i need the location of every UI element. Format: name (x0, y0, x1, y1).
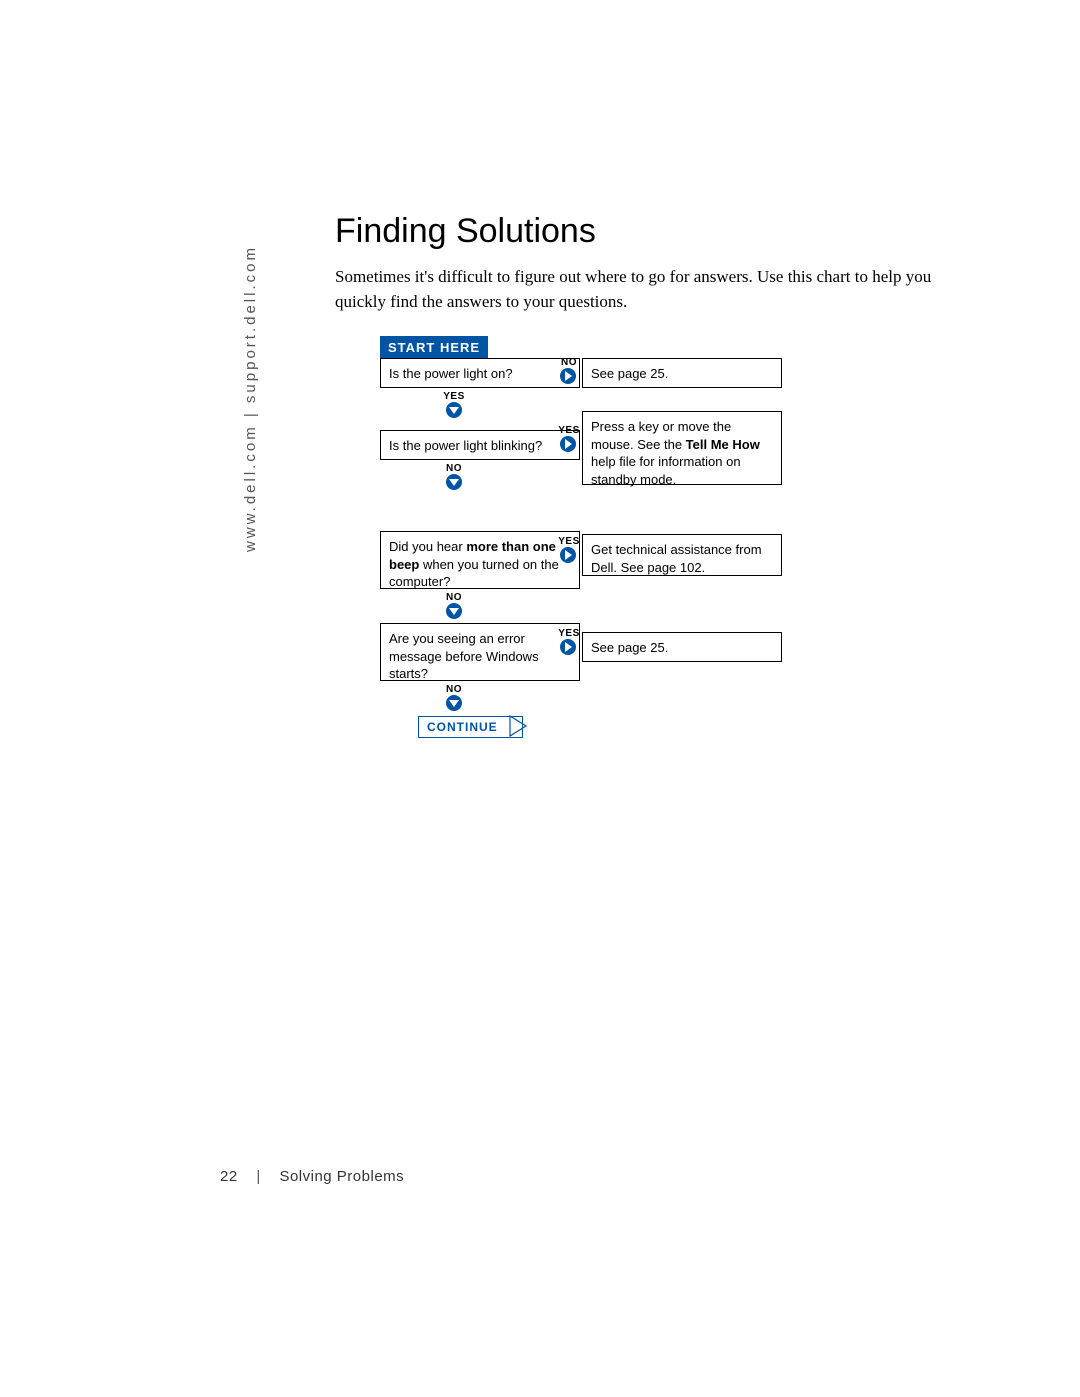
side-url: www.dell.com | support.dell.com (242, 245, 259, 552)
question-2-box: Is the power light blinking? (380, 430, 580, 460)
question-4-box: Are you seeing an error message before W… (380, 623, 580, 681)
start-here-label: START HERE (380, 336, 488, 359)
arrow-right-icon (559, 435, 577, 453)
side-url-text: www.dell.com | support.dell.com (242, 245, 259, 552)
answer-3-box: Get technical assistance from Dell. See … (582, 534, 782, 576)
main-content: Finding Solutions Sometimes it's difficu… (335, 212, 935, 314)
question-3-box: Did you hear more than one beep when you… (380, 531, 580, 589)
arrow-down-icon (445, 473, 463, 491)
page-number: 22 (220, 1168, 238, 1185)
arrow-right-icon (559, 638, 577, 656)
question-4-text: Are you seeing an error message before W… (389, 631, 539, 681)
question-1-text: Is the power light on? (389, 366, 513, 381)
intro-paragraph: Sometimes it's difficult to figure out w… (335, 265, 935, 314)
answer-2-bold: Tell Me How (686, 437, 760, 452)
answer-3-text: Get technical assistance from Dell. See … (591, 542, 762, 575)
arrow-down-icon (445, 602, 463, 620)
answer-1-box: See page 25. (582, 358, 782, 388)
question-3-pre: Did you hear (389, 539, 466, 554)
answer-2-box: Press a key or move the mouse. See the T… (582, 411, 782, 485)
section-title: Solving Problems (279, 1168, 404, 1185)
arrow-down-icon (445, 694, 463, 712)
page-heading: Finding Solutions (335, 212, 935, 251)
question-2-text: Is the power light blinking? (389, 438, 542, 453)
document-page: www.dell.com | support.dell.com Finding … (0, 0, 1080, 1397)
answer-4-text: See page 25. (591, 640, 668, 655)
arrow-down-icon (445, 401, 463, 419)
answer-1-text: See page 25. (591, 366, 668, 381)
continue-label: CONTINUE (418, 716, 523, 738)
arrow-right-icon (559, 367, 577, 385)
page-footer: 22 | Solving Problems (220, 1168, 404, 1185)
footer-separator: | (256, 1168, 260, 1185)
continue-arrow-icon (508, 712, 536, 740)
troubleshoot-flowchart: START HERE Is the power light on? NO See… (380, 336, 940, 756)
answer-2-post: help file for information on standby mod… (591, 454, 741, 487)
question-1-box: Is the power light on? (380, 358, 580, 388)
arrow-right-icon (559, 546, 577, 564)
answer-4-box: See page 25. (582, 632, 782, 662)
